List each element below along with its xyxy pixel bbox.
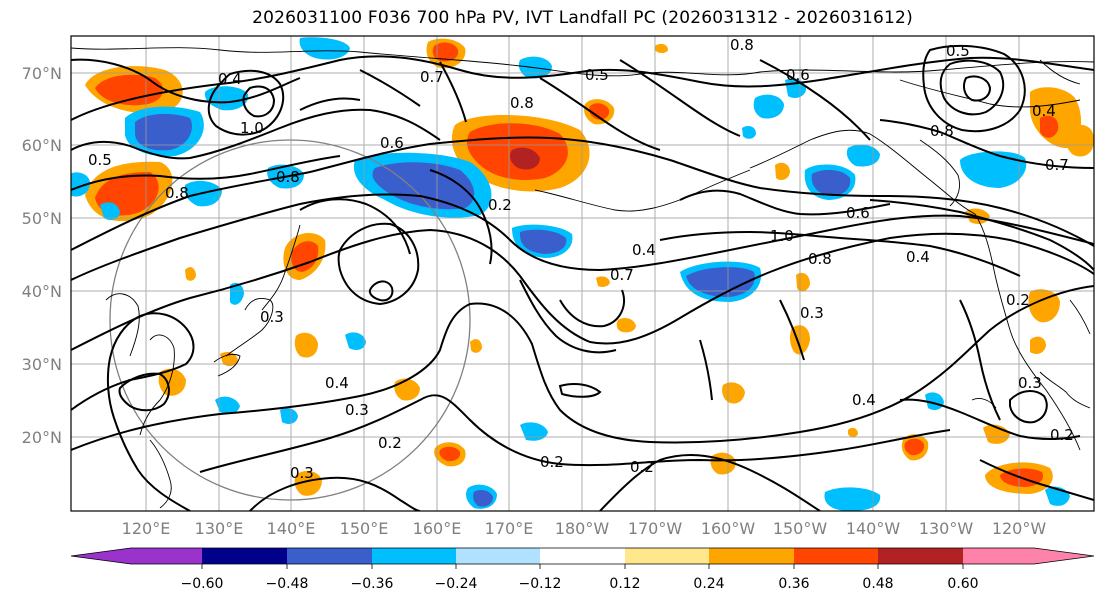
- contour-label: 0.4: [632, 241, 656, 259]
- colorbar-tick-label: −0.48: [266, 576, 309, 592]
- lon-label: 170°E: [485, 519, 534, 538]
- lat-label: 50°N: [22, 209, 62, 228]
- lon-label: 120°E: [122, 519, 171, 538]
- contour-label: 1.0: [240, 119, 264, 137]
- colorbar-tick-label: −0.12: [519, 576, 562, 592]
- contour-label: 0.5: [585, 66, 609, 84]
- colorbar: −0.60 −0.48 −0.36 −0.24 −0.12 0.12 0.24 …: [70, 547, 1095, 592]
- contour-label: 0.6: [380, 134, 404, 152]
- contour-label: 0.4: [325, 374, 349, 392]
- pv-contours: [71, 44, 1094, 511]
- contour-label: 0.3: [345, 401, 369, 419]
- lon-label: 140°W: [846, 519, 901, 538]
- contour-label: 0.2: [488, 196, 512, 214]
- longitude-labels: 120°E 130°E 140°E 150°E 160°E 170°E 180°…: [122, 519, 1047, 538]
- lon-label: 120°W: [992, 519, 1047, 538]
- colorbar-segment: [709, 548, 794, 564]
- latitude-labels: 70°N 60°N 50°N 40°N 30°N 20°N: [22, 64, 62, 447]
- colorbar-tick-label: −0.24: [435, 576, 478, 592]
- colorbar-outline: [70, 547, 1095, 565]
- colorbar-segment: [878, 548, 963, 564]
- lon-label: 140°E: [267, 519, 316, 538]
- contour-label: 0.6: [786, 66, 810, 84]
- colorbar-tick-label: 0.24: [693, 576, 724, 592]
- colorbar-segment: [287, 548, 372, 564]
- contour-label: 0.2: [630, 458, 654, 476]
- lon-label: 180°W: [555, 519, 610, 538]
- colorbar-tick-label: −0.36: [351, 576, 394, 592]
- contour-label: 0.4: [852, 391, 876, 409]
- contour-label: 0.2: [540, 453, 564, 471]
- contour-label: 0.7: [610, 266, 634, 284]
- contour-label: 0.6: [846, 204, 870, 222]
- colorbar-max-extension: [963, 548, 1094, 564]
- contour-label: 0.3: [290, 464, 314, 482]
- contour-label: 0.2: [378, 434, 402, 452]
- positive-anomaly-patches: [85, 38, 1094, 496]
- contour-label: 0.7: [1045, 156, 1069, 174]
- contour-label: 0.8: [276, 168, 300, 186]
- map-frame: [70, 35, 1095, 512]
- colorbar-tick-label: 0.60: [947, 576, 978, 592]
- contour-label: 1.0: [770, 227, 794, 245]
- colorbar-tick-label: 0.12: [609, 576, 640, 592]
- contour-label: 0.8: [165, 184, 189, 202]
- colorbar-min-extension: [71, 548, 131, 564]
- lon-label: 150°W: [773, 519, 828, 538]
- contour-label: 0.7: [420, 68, 444, 86]
- colorbar-segment: [456, 548, 540, 564]
- contour-label: 0.3: [800, 304, 824, 322]
- contour-label: 0.5: [946, 42, 970, 60]
- contour-label: 0.3: [1018, 374, 1042, 392]
- lat-label: 40°N: [22, 282, 62, 301]
- contour-label: 0.8: [510, 94, 534, 112]
- contour-label: 0.4: [906, 248, 930, 266]
- colorbar-tick-label: 0.48: [862, 576, 893, 592]
- contour-label: 0.2: [1050, 426, 1074, 444]
- lon-label: 160°W: [701, 519, 756, 538]
- region-circle: [109, 139, 471, 501]
- contour-label: 0.4: [218, 70, 242, 88]
- lat-label: 60°N: [22, 136, 62, 155]
- contour-label: 0.8: [930, 122, 954, 140]
- lon-label: 130°E: [195, 519, 244, 538]
- contour-labels: 0.4 0.7 0.5 0.8 0.6 1.0 0.2 0.3 0.7 0.4 …: [88, 36, 1074, 482]
- colorbar-segment: [625, 548, 709, 564]
- contour-label: 0.3: [260, 308, 284, 326]
- colorbar-tick-label: −0.60: [181, 576, 224, 592]
- colorbar-ticks: [201, 564, 964, 569]
- contour-label: 0.4: [1032, 102, 1056, 120]
- contour-label: 0.2: [1006, 291, 1030, 309]
- contour-label: 0.8: [808, 250, 832, 268]
- lat-label: 70°N: [22, 64, 62, 83]
- colorbar-segment: [794, 548, 878, 564]
- contour-label: 0.8: [730, 36, 754, 54]
- colorbar-tick-label: 0.36: [778, 576, 809, 592]
- gridlines: [71, 36, 1094, 511]
- colorbar-segment: [372, 548, 456, 564]
- lat-label: 30°N: [22, 355, 62, 374]
- lon-label: 160°E: [413, 519, 462, 538]
- lat-label: 20°N: [22, 428, 62, 447]
- contour-label: 0.5: [88, 151, 112, 169]
- colorbar-segment: [540, 548, 625, 564]
- lon-label: 130°W: [919, 519, 974, 538]
- figure-title: 2026031100 F036 700 hPa PV, IVT Landfall…: [252, 8, 913, 28]
- lon-label: 170°W: [628, 519, 683, 538]
- colorbar-segment: [202, 548, 287, 564]
- coastlines: [71, 47, 1094, 509]
- colorbar-segment: [131, 548, 202, 564]
- lon-label: 150°E: [340, 519, 389, 538]
